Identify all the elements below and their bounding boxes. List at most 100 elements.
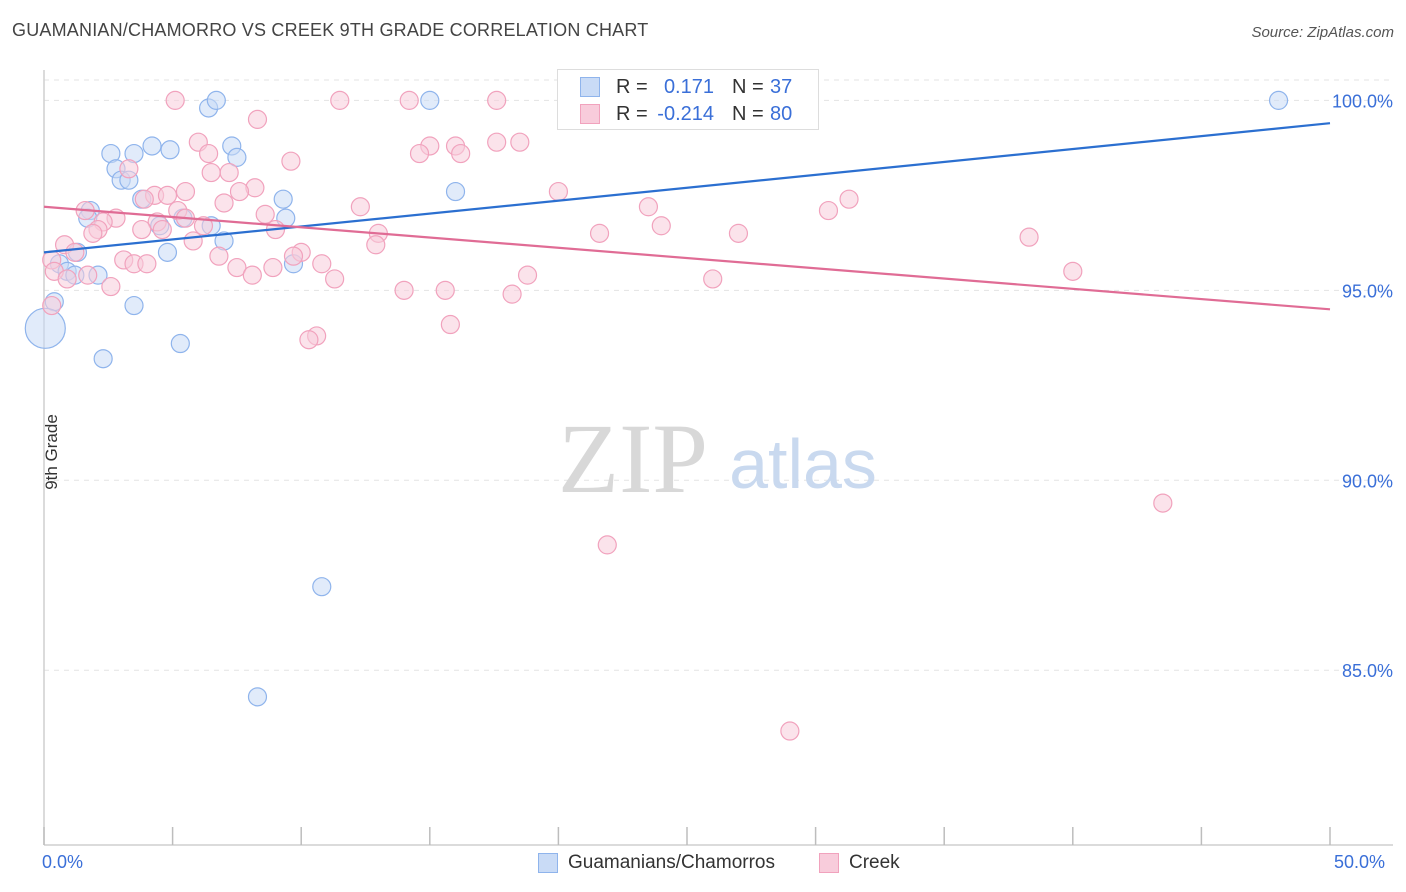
creek-point	[325, 269, 345, 289]
creek-point	[330, 90, 350, 110]
creek-point	[134, 189, 154, 209]
guamanian-point	[420, 90, 440, 110]
creek-point	[57, 269, 77, 289]
guamanian-point	[124, 295, 144, 316]
creek-point	[199, 143, 219, 164]
creek-point	[175, 181, 196, 202]
creek-point	[132, 219, 152, 240]
axes	[43, 70, 1393, 846]
creek-point	[242, 265, 262, 285]
legend-r-value: 0.171	[663, 76, 714, 98]
creek-point	[597, 535, 617, 555]
legend-label: Guamanians/Chamorros	[568, 852, 775, 873]
creek-point	[119, 159, 139, 179]
creek-point	[201, 162, 221, 183]
creek-point	[839, 189, 859, 209]
creek-point	[440, 314, 460, 335]
creek-point	[510, 132, 530, 152]
creek-point	[229, 181, 250, 202]
creek-point	[487, 90, 507, 110]
creek-point	[101, 276, 121, 297]
creek-point	[281, 151, 301, 171]
creek-point	[1153, 493, 1173, 513]
series-legend: Guamanians/Chamorros Creek	[538, 852, 938, 876]
creek-point	[214, 193, 234, 213]
legend-swatch-blue	[538, 853, 558, 873]
creek-point	[651, 216, 671, 236]
creek-point	[219, 162, 239, 183]
chart-title: GUAMANIAN/CHAMORRO VS CREEK 9TH GRADE CO…	[12, 20, 649, 40]
creek-point	[703, 269, 723, 289]
guamanian-point	[312, 577, 332, 597]
trend-lines	[43, 122, 1331, 311]
creek-point	[399, 90, 419, 110]
creek-point	[435, 280, 455, 300]
guamanian-point	[93, 349, 113, 369]
guamanian-point	[227, 147, 247, 167]
creek-point	[451, 143, 471, 164]
correlation-legend: R = 0.171 N = 37 R = -0.214 N = 80	[557, 69, 819, 130]
creek-point	[728, 223, 749, 243]
creek-point	[209, 246, 229, 266]
creek-point	[165, 90, 185, 110]
data-points	[24, 90, 1289, 741]
creek-point	[780, 721, 800, 741]
source-credit: Source: ZipAtlas.com	[1251, 24, 1394, 41]
y-tick-label: 90.0%	[1342, 471, 1393, 491]
watermark-atlas: atlas	[729, 425, 877, 503]
guamanian-point	[142, 136, 162, 156]
legend-swatch-blue	[580, 77, 600, 97]
guamanian-trend-line	[43, 122, 1331, 254]
creek-point	[548, 181, 569, 202]
creek-point	[366, 235, 386, 255]
creek-point	[227, 257, 247, 278]
legend-n-label: N =	[732, 103, 764, 125]
legend-r-label: R =	[616, 103, 648, 125]
creek-point	[312, 254, 332, 274]
creek-point	[818, 200, 839, 221]
legend-r-label: R =	[616, 76, 648, 98]
creek-point	[517, 265, 538, 285]
y-axis-label: 9th Grade	[41, 414, 61, 490]
grid-lines	[44, 79, 1390, 671]
guamanian-point	[445, 181, 466, 202]
x-tick-label-min: 0.0%	[42, 852, 84, 872]
watermark-zip: ZIP	[558, 403, 708, 514]
creek-point	[137, 254, 157, 274]
legend-label: Creek	[849, 852, 900, 873]
y-tick-label: 100.0%	[1332, 91, 1393, 111]
legend-r-value: -0.214	[657, 103, 714, 125]
legend-n-value: 80	[770, 103, 793, 125]
y-tick-labels: 85.0% 90.0% 95.0% 100.0%	[1332, 91, 1393, 681]
creek-point	[638, 197, 659, 217]
creek-point	[152, 219, 172, 240]
creek-point	[83, 223, 103, 243]
legend-n-value: 37	[770, 76, 793, 98]
creek-point	[1063, 261, 1083, 281]
creek-point	[247, 109, 268, 129]
guamanian-point	[1268, 90, 1289, 110]
creek-point	[78, 265, 98, 285]
guamanian-point	[160, 140, 180, 160]
guamanian-point	[24, 307, 66, 349]
guamanian-point	[206, 90, 226, 110]
creek-point	[183, 231, 203, 251]
y-tick-label: 95.0%	[1342, 281, 1393, 301]
creek-point	[589, 223, 610, 243]
guamanian-point	[273, 189, 293, 209]
y-tick-label: 85.0%	[1342, 661, 1393, 681]
legend-swatch-pink	[819, 853, 839, 873]
guamanian-point	[247, 687, 268, 707]
creek-point	[409, 143, 430, 164]
creek-point	[350, 197, 370, 217]
guamanian-point	[157, 242, 178, 262]
creek-trend-line	[43, 205, 1331, 311]
creek-point	[394, 280, 414, 300]
creek-point	[487, 132, 507, 152]
creek-point	[157, 185, 178, 205]
legend-n-label: N =	[732, 76, 764, 98]
watermark: ZIP atlas	[558, 403, 877, 514]
creek-point	[1019, 227, 1039, 247]
legend-swatch-pink	[580, 104, 600, 124]
